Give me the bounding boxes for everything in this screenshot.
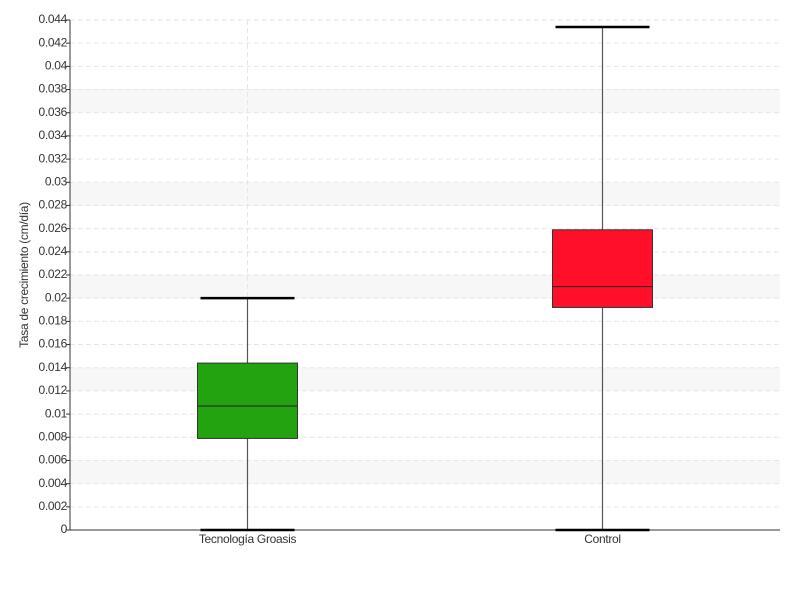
grid-band xyxy=(70,43,780,67)
y-tick-label: 0.004 xyxy=(38,476,67,490)
y-tick-label: 0.028 xyxy=(38,198,67,212)
grid-band xyxy=(70,321,780,345)
y-axis-label: Tasa de crecimiento (cm/día) xyxy=(17,202,31,348)
y-tick-label: 0.034 xyxy=(38,128,67,142)
grid-band xyxy=(70,367,780,391)
y-tick-label: 0.012 xyxy=(38,383,67,397)
box xyxy=(197,362,298,439)
y-tick-label: 0.044 xyxy=(38,12,67,26)
y-tick-label: 0.002 xyxy=(38,499,67,513)
y-tick-label: 0.01 xyxy=(45,406,68,420)
y-tick-label: 0.03 xyxy=(45,174,68,188)
y-tick-label: 0.016 xyxy=(38,337,67,351)
y-tick-label: 0.014 xyxy=(38,360,67,374)
x-tick-label: Control xyxy=(584,532,621,546)
y-tick-label: 0.018 xyxy=(38,314,67,328)
grid-band xyxy=(70,275,780,299)
y-tick-label: 0.006 xyxy=(38,453,67,467)
grid-band xyxy=(70,414,780,438)
y-tick-label: 0.02 xyxy=(45,290,68,304)
y-tick-label: 0 xyxy=(61,522,68,536)
box xyxy=(552,229,653,308)
x-tick-label: Tecnología Groasis xyxy=(199,532,297,546)
grid-band xyxy=(70,182,780,206)
y-tick-label: 0.022 xyxy=(38,267,67,281)
y-tick-label: 0.032 xyxy=(38,151,67,165)
grid-band xyxy=(70,89,780,113)
grid-band xyxy=(70,228,780,252)
y-tick-label: 0.038 xyxy=(38,82,67,96)
y-tick-label: 0.042 xyxy=(38,35,67,49)
y-tick-label: 0.008 xyxy=(38,429,67,443)
grid-band xyxy=(70,460,780,484)
y-tick-label: 0.04 xyxy=(45,59,68,73)
y-tick-label: 0.024 xyxy=(38,244,67,258)
y-tick-label: 0.036 xyxy=(38,105,67,119)
y-tick-label: 0.026 xyxy=(38,221,67,235)
grid-band xyxy=(70,135,780,160)
grid-band xyxy=(70,506,780,530)
